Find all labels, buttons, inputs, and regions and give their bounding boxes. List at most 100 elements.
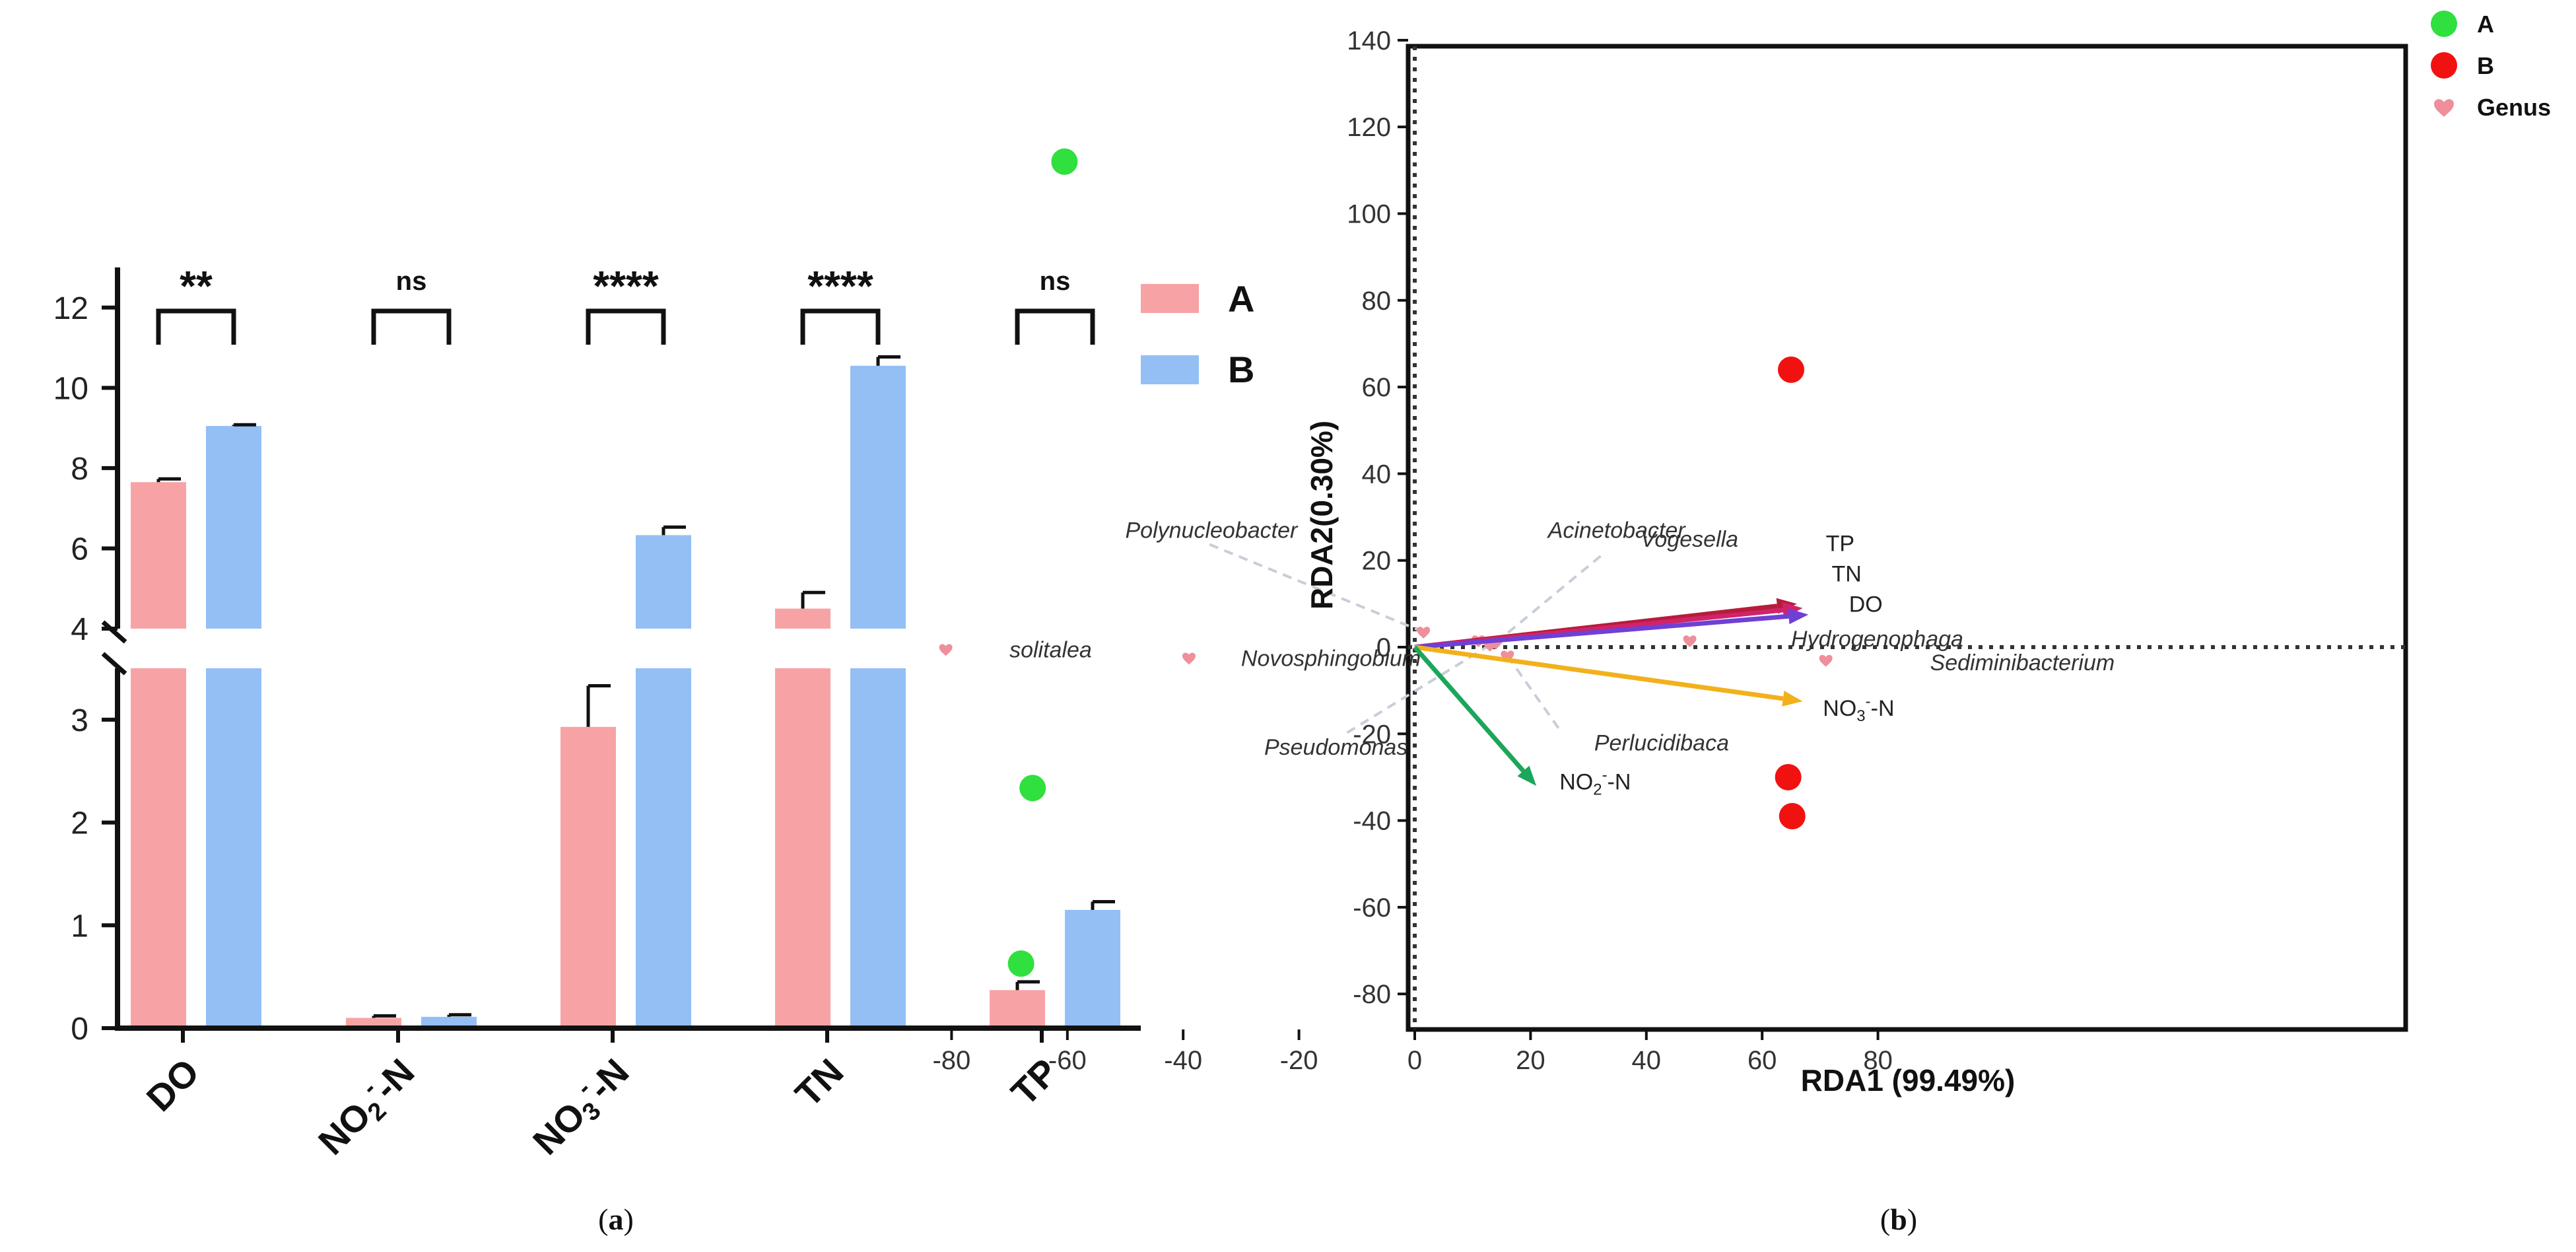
axis-break-mark-bottom bbox=[101, 652, 127, 676]
significance-label: **** bbox=[807, 262, 873, 310]
rda-biplot-panel-b: -80 -60 -40 -20 0 20 40 60 80 -80 -60 -40 -20 0 20 40 60… bbox=[932, 11, 2551, 1236]
sample-point-A bbox=[1051, 148, 1078, 175]
vector-label-NO2--N: NO2--N bbox=[1559, 767, 1631, 799]
genus-label-Pseudomonas: Pseudomonas bbox=[1264, 735, 1407, 760]
bar-B-NO3--N-upper bbox=[636, 535, 691, 629]
y-tick-label: -40 bbox=[1353, 807, 1391, 836]
genus-point-Novosphingobium bbox=[1182, 652, 1196, 665]
bar-A-TN-upper bbox=[775, 608, 830, 629]
vector-shaft-NO2--N bbox=[1413, 645, 1526, 773]
significance-bracket bbox=[1015, 308, 1095, 345]
bar-B-TN-lower bbox=[850, 668, 906, 1028]
genus-connector-Pseudomonas bbox=[1344, 644, 1491, 736]
legend-label-Genus: Genus bbox=[2477, 94, 2551, 121]
rda-labels: solitalea Novosphingobium Polynucleobacter… bbox=[1009, 518, 2115, 799]
y-tick-label: 8 bbox=[71, 452, 88, 487]
genus-connector-Vogesella bbox=[1495, 551, 1607, 644]
vector-head-NO3--N bbox=[1782, 691, 1803, 707]
y-tick-label: 20 bbox=[1362, 547, 1392, 576]
significance-brackets: ** ns **** **** ns bbox=[156, 262, 1095, 345]
y-tick-label: 100 bbox=[1347, 200, 1391, 229]
vector-label-NO3--N: NO3--N bbox=[1823, 693, 1894, 725]
bar-B-TN-upper bbox=[850, 365, 906, 629]
significance-label: ns bbox=[396, 267, 427, 296]
genus-label-Novosphingobium: Novosphingobium bbox=[1241, 646, 1421, 671]
genus-label-Acinetobacter: Acinetobacter bbox=[1547, 518, 1687, 543]
genus-point-Sediminibacterium bbox=[1819, 654, 1833, 667]
bar-series-group bbox=[131, 365, 1120, 1028]
y-tick-label: -60 bbox=[1353, 893, 1391, 922]
legend-label-B: B bbox=[2477, 52, 2494, 79]
bar-A-DO-lower bbox=[131, 668, 186, 1028]
x-tick-label: 20 bbox=[1516, 1046, 1545, 1075]
rda-axes-frame bbox=[1406, 44, 2408, 1032]
sample-point-A bbox=[1019, 775, 1046, 802]
vector-shaft-DO bbox=[1414, 613, 1789, 650]
sample-point-A bbox=[1007, 950, 1034, 977]
rda-legend: AB Genus bbox=[2431, 11, 2551, 121]
x-tick-label: -20 bbox=[1280, 1046, 1318, 1075]
panel-a-caption: (a) bbox=[598, 1202, 634, 1236]
vector-head-NO2--N bbox=[1517, 765, 1537, 786]
legend-marker-A bbox=[2431, 11, 2457, 37]
vector-label-DO: DO bbox=[1849, 592, 1883, 617]
bar-B-NO2--N bbox=[421, 1016, 477, 1028]
significance-bracket bbox=[156, 308, 236, 345]
legend-label-A: A bbox=[1228, 278, 1254, 320]
bar-B-DO-upper bbox=[206, 426, 261, 629]
bar-chart-legend: AB bbox=[1141, 278, 1254, 390]
y-tick-label: 10 bbox=[53, 371, 88, 406]
genus-connector-lines bbox=[1205, 541, 1607, 736]
x-tick-label: 60 bbox=[1747, 1046, 1777, 1075]
y-tick-label: -20 bbox=[1353, 720, 1391, 749]
sample-points bbox=[1007, 148, 1806, 977]
genus-label-Vogesella: Vogesella bbox=[1641, 527, 1738, 552]
bar-A-NO3--N bbox=[560, 726, 616, 1028]
plot-frame bbox=[1406, 44, 2408, 1032]
y-tick-label: 6 bbox=[71, 532, 88, 567]
bar-B-DO-lower bbox=[206, 668, 261, 1028]
x-tick-label: -80 bbox=[932, 1046, 970, 1075]
genus-label-solitalea: solitalea bbox=[1009, 637, 1092, 662]
category-label-TN: TN bbox=[787, 1051, 851, 1115]
significance-bracket bbox=[371, 308, 452, 345]
sample-point-B bbox=[1779, 803, 1806, 830]
genus-label-Perlucidibaca: Perlucidibaca bbox=[1594, 730, 1729, 755]
genus-point-solitalea bbox=[939, 644, 953, 656]
legend-swatch-A bbox=[1141, 284, 1199, 313]
significance-label: **** bbox=[593, 262, 659, 310]
x-tick-label: 40 bbox=[1632, 1046, 1662, 1075]
y-tick-label: -80 bbox=[1353, 980, 1391, 1009]
genus-label-Polynucleobacter: Polynucleobacter bbox=[1126, 518, 1299, 543]
error-bar-group bbox=[156, 355, 1115, 1018]
significance-label: ** bbox=[180, 262, 213, 310]
legend-label-B: B bbox=[1228, 349, 1254, 390]
category-label-DO: DO bbox=[139, 1051, 207, 1119]
category-label-NO3--N: NO3--N bbox=[522, 1048, 640, 1166]
genus-connector-Polynucleobacter bbox=[1205, 541, 1424, 633]
sample-point-B bbox=[1775, 763, 1802, 790]
bar-B-NO3--N-lower bbox=[636, 668, 691, 1028]
category-label-NO2--N: NO2--N bbox=[308, 1048, 426, 1166]
x-tick-label: 0 bbox=[1407, 1046, 1422, 1075]
rda1-axis-title: RDA1 (99.49%) bbox=[1801, 1063, 2016, 1097]
genus-point-Polynucleobacter bbox=[1417, 627, 1431, 639]
axis-break-mark-top bbox=[101, 620, 127, 644]
x-tick-label: -60 bbox=[1048, 1046, 1087, 1075]
vector-head-DO bbox=[1788, 608, 1809, 625]
significance-label: ns bbox=[1040, 267, 1071, 296]
significance-bracket bbox=[800, 308, 881, 345]
y-tick-label: 12 bbox=[53, 291, 88, 326]
rda2-axis-title: RDA2(0.30%) bbox=[1305, 421, 1339, 609]
y-tick-label: 80 bbox=[1362, 287, 1392, 316]
y-tick-label: 0 bbox=[1376, 633, 1391, 662]
legend-label-A: A bbox=[2477, 11, 2494, 38]
y-tick-label: 60 bbox=[1362, 373, 1392, 402]
genus-label-Hydrogenophaga: Hydrogenophaga bbox=[1791, 627, 1963, 652]
y-tick-label: 40 bbox=[1362, 460, 1392, 489]
bar-A-DO-upper bbox=[131, 482, 186, 629]
x-tick-label: -40 bbox=[1164, 1046, 1202, 1075]
